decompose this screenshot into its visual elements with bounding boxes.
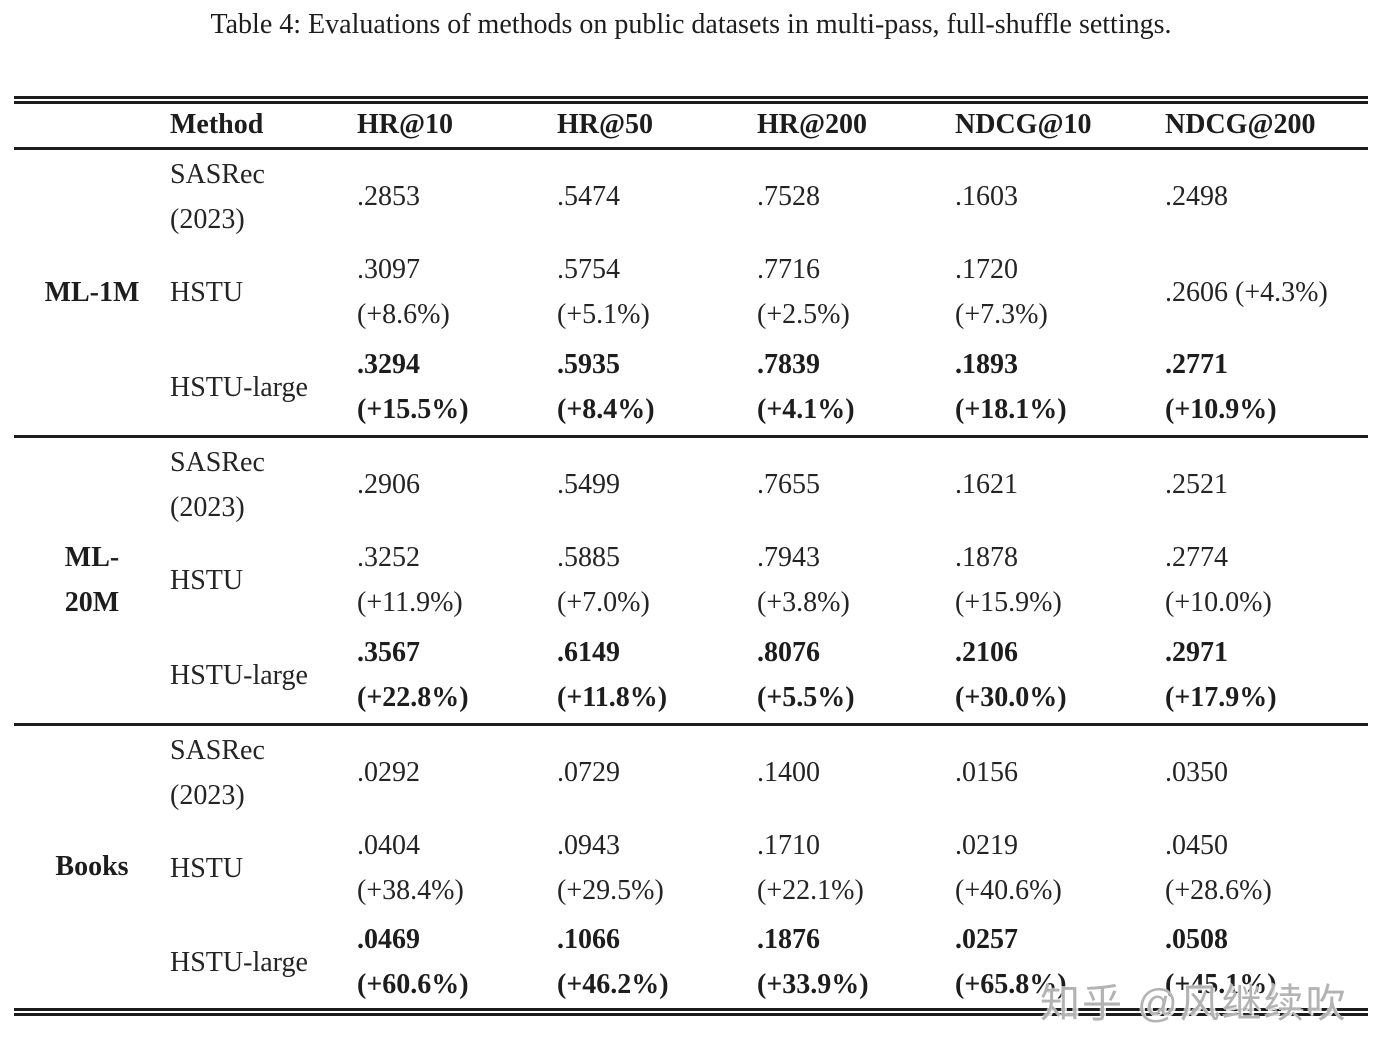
header-hr50: HR@50 bbox=[557, 109, 654, 141]
header-ndcg200: NDCG@200 bbox=[1165, 109, 1316, 141]
table-row: HSTU-large .3294 (+15.5%) .5935 (+8.4%) .7… bbox=[14, 340, 1368, 436]
metric-cell: .2521 bbox=[1165, 469, 1228, 501]
metric-cell: .2771 (+10.9%) bbox=[1165, 349, 1277, 426]
method-cell: HSTU-large bbox=[170, 946, 308, 978]
section-ml-1m: ML-1M SASRec (2023) .2853 .5474 .7528 .1… bbox=[14, 148, 1368, 436]
metric-cell: .5474 bbox=[557, 181, 620, 213]
table-row: Books SASRec (2023) .0292 .0729 .1400 .0… bbox=[14, 724, 1368, 883]
metric-cell: .3294 (+15.5%) bbox=[357, 349, 469, 426]
metric-cell: .1878 (+15.9%) bbox=[955, 542, 1062, 618]
metric-cell: .7655 bbox=[757, 469, 820, 501]
metric-cell: .2906 bbox=[357, 469, 420, 501]
metric-cell: .1710 (+22.1%) bbox=[757, 830, 864, 906]
metric-cell: .2498 bbox=[1165, 181, 1228, 213]
header-row: Method HR@10 HR@50 HR@200 NDCG@10 NDCG@2… bbox=[14, 100, 1368, 148]
metric-cell: .0469 (+60.6%) bbox=[357, 924, 469, 1000]
metric-cell: .7943 (+3.8%) bbox=[757, 542, 850, 618]
table-row: ML- 20M SASRec (2023) .2906 .5499 .7655 … bbox=[14, 436, 1368, 618]
metric-cell: .3567 (+22.8%) bbox=[357, 637, 469, 714]
metric-cell: .0450 (+28.6%) bbox=[1165, 830, 1272, 906]
dataset-label: ML-1M bbox=[44, 276, 140, 308]
header-method: Method bbox=[170, 109, 264, 141]
metric-cell: .3097 (+8.6%) bbox=[357, 254, 450, 330]
metric-cell: .1066 (+46.2%) bbox=[557, 924, 669, 1000]
header-hr10: HR@10 bbox=[357, 109, 454, 141]
table-row: HSTU .3252 (+11.9%) .5885 (+7.0%) .7943 (+3… bbox=[14, 532, 1368, 628]
metric-cell: .1603 bbox=[955, 181, 1018, 213]
metric-cell: .0156 bbox=[955, 757, 1018, 789]
metric-cell: .8076 (+5.5%) bbox=[757, 637, 855, 714]
metric-cell: .6149 (+11.8%) bbox=[557, 637, 668, 714]
metric-cell: .2853 bbox=[357, 181, 420, 213]
method-cell: HSTU-large bbox=[170, 659, 308, 691]
metric-cell: .0292 bbox=[357, 757, 420, 789]
metric-cell: .7528 bbox=[757, 181, 820, 213]
table-row: HSTU .0404 (+38.4%) .0943 (+29.5%) .1710 (+… bbox=[14, 820, 1368, 916]
metric-cell: .2971 (+17.9%) bbox=[1165, 637, 1277, 714]
metric-cell: .5935 (+8.4%) bbox=[557, 349, 655, 426]
metric-cell: .2606 (+4.3%) bbox=[1165, 276, 1328, 308]
table-header: Method HR@10 HR@50 HR@200 NDCG@10 NDCG@2… bbox=[14, 100, 1368, 148]
header-dataset bbox=[14, 100, 170, 148]
metric-cell: .0404 (+38.4%) bbox=[357, 830, 464, 906]
metric-cell: .0729 bbox=[557, 757, 620, 789]
metric-cell: .7716 (+2.5%) bbox=[757, 254, 850, 330]
section-books: Books SASRec (2023) .0292 .0729 .1400 .0… bbox=[14, 724, 1368, 1012]
metric-cell: .2774 (+10.0%) bbox=[1165, 542, 1272, 618]
header-ndcg10: NDCG@10 bbox=[955, 109, 1092, 141]
metric-cell: .1876 (+33.9%) bbox=[757, 924, 869, 1000]
metric-cell: .7839 (+4.1%) bbox=[757, 349, 855, 426]
method-cell: HSTU bbox=[170, 852, 244, 884]
metric-cell: .0508 (+45.1%) bbox=[1165, 924, 1277, 1000]
header-hr200: HR@200 bbox=[757, 109, 868, 141]
dataset-label: Books bbox=[55, 851, 129, 883]
table-row: HSTU .3097 (+8.6%) .5754 (+5.1%) .7716 (+2.… bbox=[14, 244, 1368, 340]
method-cell: HSTU bbox=[170, 276, 244, 308]
metric-cell: .2106 (+30.0%) bbox=[955, 637, 1067, 714]
metric-cell: .3252 (+11.9%) bbox=[357, 542, 463, 618]
metric-cell: .1893 (+18.1%) bbox=[955, 349, 1067, 426]
method-cell: HSTU bbox=[170, 564, 244, 596]
method-cell: SASRec (2023) bbox=[170, 734, 265, 811]
watermark: 知乎 @风继续吹 bbox=[1040, 982, 1348, 1026]
metric-cell: .5499 bbox=[557, 469, 620, 501]
metric-cell: .0257 (+65.8%) bbox=[955, 924, 1067, 1000]
metric-cell: .1720 (+7.3%) bbox=[955, 254, 1048, 330]
metric-cell: .1621 bbox=[955, 469, 1018, 501]
metric-cell: .0943 (+29.5%) bbox=[557, 830, 664, 906]
results-table: Method HR@10 HR@50 HR@200 NDCG@10 NDCG@2… bbox=[14, 96, 1368, 1016]
table-caption: Table 4: Evaluations of methods on publi… bbox=[210, 9, 1172, 40]
table-row: HSTU-large .3567 (+22.8%) .6149 (+11.8%) .… bbox=[14, 628, 1368, 724]
section-ml-20m: ML- 20M SASRec (2023) .2906 .5499 .7655 … bbox=[14, 436, 1368, 724]
metric-cell: .5754 (+5.1%) bbox=[557, 254, 650, 330]
method-cell: SASRec (2023) bbox=[170, 158, 265, 235]
table-row: HSTU-large .0469 (+60.6%) .1066 (+46.2%) .… bbox=[14, 916, 1368, 1012]
metric-cell: .1400 bbox=[757, 757, 820, 789]
metric-cell: .5885 (+7.0%) bbox=[557, 542, 650, 618]
metric-cell: .0350 bbox=[1165, 757, 1228, 789]
dataset-label: ML- 20M bbox=[64, 542, 120, 618]
metric-cell: .0219 (+40.6%) bbox=[955, 830, 1062, 906]
method-cell: SASRec (2023) bbox=[170, 446, 265, 523]
table-row: ML-1M SASRec (2023) .2853 .5474 .7528 .1… bbox=[14, 148, 1368, 308]
method-cell: HSTU-large bbox=[170, 371, 308, 403]
